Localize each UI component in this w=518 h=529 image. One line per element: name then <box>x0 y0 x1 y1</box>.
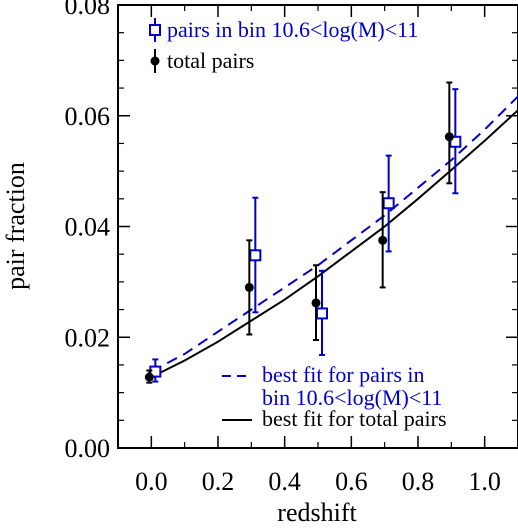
fit-lines <box>150 95 518 378</box>
legend-marker-circle <box>150 56 160 66</box>
legend: pairs in bin 10.6<log(M)<11 total pairs be… <box>149 17 447 431</box>
y-tick-label: 0.04 <box>65 213 111 242</box>
x-tick-label: 0.0 <box>135 467 168 496</box>
y-tick-label: 0.08 <box>65 0 111 20</box>
x-tick-label: 0.8 <box>402 467 435 496</box>
fit-line-total <box>150 109 518 378</box>
data-point-square <box>249 249 262 262</box>
x-tick-label: 1.0 <box>468 467 501 496</box>
y-tick-label: 0.02 <box>65 323 111 352</box>
axes: 0.0 0.2 0.4 0.6 0.8 1.0 0.00 0.02 0.04 0.06 0.08 <box>65 0 518 496</box>
data-point-circle <box>244 282 254 292</box>
legend-label: total pairs <box>167 48 254 73</box>
fit-line-mass-bin <box>150 95 518 373</box>
x-tick-label: 0.2 <box>202 467 235 496</box>
legend-label: best fit for pairs in <box>262 362 425 387</box>
x-axis-label: redshift <box>277 498 357 527</box>
data-point-circle <box>378 235 388 245</box>
data-point-circle <box>144 372 154 382</box>
legend-label: best fit for total pairs <box>262 406 447 431</box>
data-point-circle <box>444 132 454 142</box>
x-tick-label: 0.6 <box>335 467 368 496</box>
x-tick-label: 0.4 <box>268 467 301 496</box>
legend-label: bin 10.6<log(M)<11 <box>262 385 442 410</box>
y-axis-label: pair fraction <box>1 162 30 290</box>
legend-label: pairs in bin 10.6<log(M)<11 <box>167 17 418 42</box>
data-point-square <box>382 197 395 210</box>
y-tick-label: 0.00 <box>65 434 111 463</box>
data-points <box>144 81 462 384</box>
data-point-circle <box>311 298 321 308</box>
data-point-square <box>316 307 328 320</box>
y-tick-label: 0.06 <box>65 102 111 131</box>
legend-marker-square <box>149 24 161 36</box>
